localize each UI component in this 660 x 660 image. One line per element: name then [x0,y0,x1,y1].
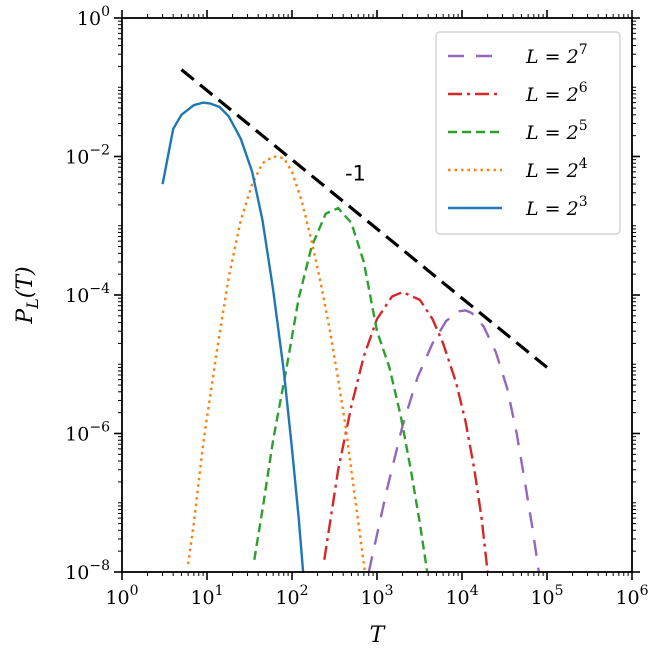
legend-item: L = 26 [448,80,588,106]
x-tick-label: 104 [445,583,478,609]
legend-item: L = 27 [448,42,588,68]
x-tick-label: 100 [105,583,138,609]
slope-annotation: -1 [345,162,366,186]
legend-box [435,31,621,235]
series-4 [186,155,367,572]
legend-item: L = 23 [448,194,588,220]
series-line-2 [323,290,489,572]
series-line-4 [186,155,367,572]
x-tick-label: 101 [190,583,223,609]
y-tick-label: 10−8 [65,558,110,584]
series-1 [367,309,540,572]
y-tick-label: 10−6 [65,420,110,446]
legend-label: L = 26 [525,80,588,106]
x-axis-title: T [370,623,387,648]
x-tick-label: 102 [275,583,308,609]
legend-item: L = 24 [448,156,588,182]
series-line-3 [253,206,429,572]
reference-layer [180,68,549,369]
y-tick-label: 10−4 [65,281,110,307]
series-3 [253,206,429,572]
series-layer [161,101,540,572]
series-5 [161,101,305,572]
series-2 [323,290,489,572]
reference-slope-line [180,68,549,369]
ticks-layer [114,10,640,580]
y-axis-title: PL(T) [13,266,42,324]
legend-label: L = 27 [525,42,588,68]
legend: L = 27 L = 26 L = 25 L = 24 L = 23 [435,31,621,235]
legend-label: L = 25 [525,118,588,144]
y-tick-label: 100 [77,4,110,30]
series-line-1 [367,309,540,572]
x-tick-label: 105 [530,583,563,609]
series-line-5 [161,101,305,572]
tick-labels: 100 101 102 103 104 105 106 100 10−2 10−4 10−6 10−8 [65,4,648,609]
legend-item: L = 25 [448,118,588,144]
y-tick-label: 10−2 [65,143,110,169]
x-tick-label: 106 [615,583,648,609]
x-tick-label: 103 [360,583,393,609]
legend-label: L = 24 [525,156,588,182]
legend-label: L = 23 [525,194,588,220]
